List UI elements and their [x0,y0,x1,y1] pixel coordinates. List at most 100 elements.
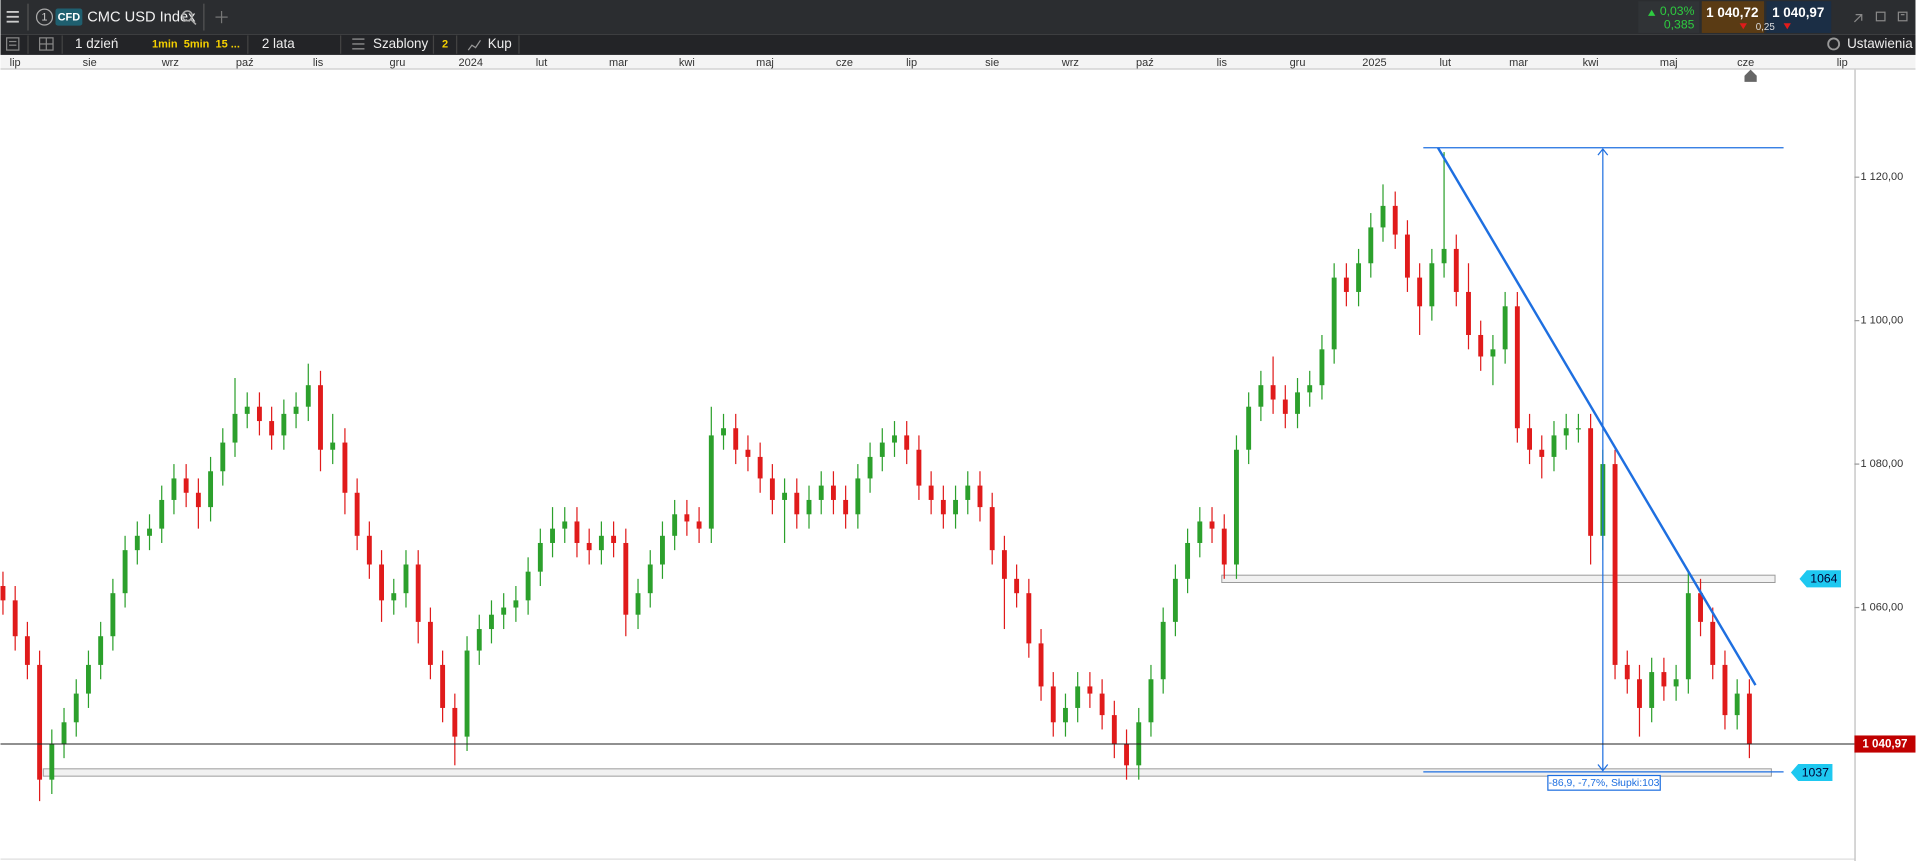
settings[interactable]: Ustawienia [1847,36,1913,51]
separator [27,35,29,54]
candle-body [867,456,873,479]
time-label: gru [389,57,405,69]
candle-body [1563,428,1569,436]
separator [432,35,435,54]
candle-body [61,722,67,744]
level-label: 1037 [1802,765,1829,779]
time-axis [0,54,1916,70]
candle-body [1588,428,1594,536]
candle-body [1527,428,1532,450]
instrument-number-ring [35,8,54,26]
candle-body [1172,578,1178,622]
level-tag [1799,570,1841,588]
level-tag [1790,763,1833,782]
price-zone [42,768,1772,777]
candle-body [1160,621,1166,680]
candle-body [122,550,128,594]
candle-body [1014,578,1020,594]
quick-interval[interactable]: 15 ... [215,38,239,50]
candle-body [708,435,714,529]
last-price-label: 1 040,97 [1862,738,1907,751]
settings-icon[interactable] [1827,37,1841,51]
candle-body [1001,550,1007,579]
sell-box[interactable] [1701,1,1765,33]
candle-body [1698,593,1703,622]
last-price-tag [1854,735,1916,753]
candle-body [1490,349,1496,357]
candle-body [1661,672,1667,687]
time-label: lut [1439,57,1451,69]
trend-line[interactable] [1436,147,1757,686]
candle-body [916,449,922,486]
candle-body [1356,263,1362,292]
quick-interval[interactable]: 1min [152,38,178,50]
candle-body [953,499,958,515]
order-button[interactable]: Kup [488,36,512,51]
order-icon[interactable] [467,39,481,51]
templates[interactable]: Szablony [373,36,429,51]
candle-body [1551,435,1557,457]
instrument-name[interactable]: CMC USD Index [87,10,196,26]
candle-body [318,385,323,450]
candle-body [1319,349,1325,386]
up-arrow [1648,9,1656,16]
templates-icon[interactable] [352,38,365,50]
candle-body [1148,679,1154,723]
buy-price[interactable]: 1 040,97 [1772,5,1824,20]
down-arrow [1739,23,1747,30]
search-icon[interactable] [181,10,197,25]
chart-toolbar [0,34,1916,55]
time-label: wrz [161,57,179,69]
candle-body [452,707,458,737]
candle-body [635,593,641,615]
candle-body [1063,707,1068,723]
candle-body [1722,664,1728,716]
time-label: mar [609,57,628,69]
candle-body [147,528,152,536]
price-zone [1221,574,1776,583]
candle-body [1343,277,1349,292]
time-label: maj [756,57,774,69]
candle-body [281,413,287,436]
candle-body [769,478,775,500]
change-percent: 0,03% [1660,4,1695,18]
candle-body [855,478,861,515]
candle-body [684,514,690,522]
quick-interval[interactable]: 5min [184,38,210,50]
candle-body [843,499,849,515]
candle-body [550,528,555,543]
sell-price[interactable]: 1 040,72 [1706,5,1758,20]
candle-body [794,492,800,515]
candle-body [293,406,299,414]
candle-body [1185,542,1191,579]
window-controls[interactable] [1853,11,1908,23]
candle-body [49,743,55,780]
add-tab[interactable] [215,10,228,24]
interval[interactable]: 1 dzień [75,36,118,51]
candle-body [672,514,678,536]
time-label: 2025 [1362,57,1386,69]
candle-body [1746,693,1752,744]
range[interactable]: 2 lata [262,36,295,51]
panel-icons[interactable] [6,37,54,51]
user-drawings: -86,9, -7,7%, Słupki:103 [1423,147,1784,791]
scroll-marker[interactable] [1744,69,1757,82]
templates-count: 2 [442,38,448,50]
candle-body [989,507,995,551]
time-label: lip [1837,57,1848,69]
candle-body [391,593,397,601]
candle-body [1380,205,1386,228]
cfd-badge-text: CFD [58,12,81,24]
candle-body [757,456,763,479]
buy-box[interactable] [1766,1,1832,33]
time-label: maj [1660,57,1678,69]
candle-body [330,442,336,450]
candle-body [623,542,629,615]
candle-body [1453,248,1459,292]
candle-body [1209,521,1215,529]
menu-button[interactable] [6,10,19,23]
candle-body [1197,521,1203,543]
candle-body [1307,385,1313,393]
